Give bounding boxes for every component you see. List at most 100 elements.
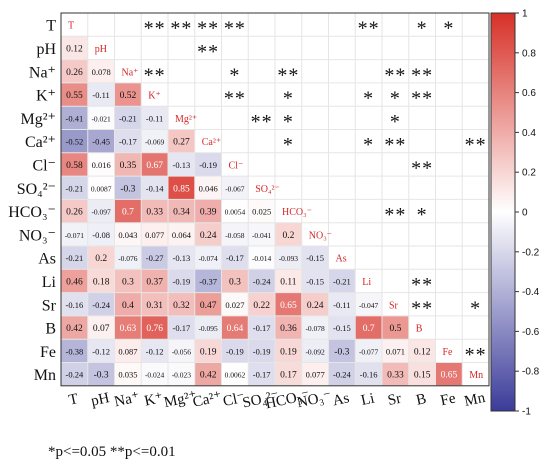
heatmap-cell [408, 82, 436, 107]
heatmap-cell [382, 176, 409, 200]
correlation-value: -0.11 [92, 90, 109, 100]
heatmap-cell [114, 13, 142, 37]
heatmap-cell [61, 106, 88, 130]
correlation-value: -0.45 [92, 137, 110, 147]
significance-mark: * [283, 88, 294, 110]
heatmap-cell [328, 176, 356, 200]
significance-mark: ** [384, 64, 406, 86]
heatmap-cell [248, 59, 275, 83]
heatmap-cell [301, 129, 329, 153]
correlation-value: 0.043 [118, 230, 137, 240]
significance-mark: ** [197, 18, 219, 40]
correlation-value: 0.58 [66, 161, 83, 171]
correlation-value: 0.52 [120, 91, 137, 101]
heatmap-cell [61, 339, 88, 363]
heatmap-cell [114, 246, 142, 270]
correlation-value: -0.15 [333, 323, 351, 333]
colorbar-tick-label: -1 [522, 407, 531, 418]
heatmap-cell [114, 59, 142, 83]
heatmap-cell [382, 292, 409, 316]
diagonal-label: Mg²⁺ [175, 114, 197, 125]
correlation-value: 0.078 [92, 67, 111, 77]
heatmap-cell [328, 246, 356, 270]
correlation-value: -0.14 [146, 183, 164, 193]
heatmap-cell [248, 292, 275, 316]
heatmap-cell [87, 222, 115, 246]
heatmap-cell [141, 292, 168, 316]
heatmap-cell [141, 199, 168, 223]
correlation-value: -0.076 [118, 254, 138, 263]
heatmap-cell [221, 106, 249, 130]
correlation-value: -0.27 [146, 253, 164, 263]
heatmap-cell [194, 315, 222, 340]
heatmap-cell [168, 36, 195, 60]
heatmap-cell [114, 362, 142, 386]
colorbar-tick-label: -0.2 [522, 247, 540, 258]
row-label: SO₄²⁻ [17, 181, 56, 198]
column-label: Cl⁻ [222, 390, 247, 410]
column-label: pH [90, 390, 111, 409]
heatmap-cell [355, 82, 382, 107]
heatmap-cell [462, 292, 489, 316]
correlation-value: 0.64 [227, 324, 244, 334]
significance-marks: ** ** ** ** ** * ***** * ** ** **** * * * **** * ** * ** **… [144, 18, 486, 366]
heatmap-cell [462, 315, 489, 340]
heatmap-cell [221, 59, 249, 83]
heatmap-cell [248, 246, 275, 270]
heatmap-cell [275, 152, 302, 177]
correlation-value: 0.025 [252, 207, 271, 217]
diagonal-labels: TpH Na⁺ K⁺ Mg²⁺ Ca²⁺ Cl⁻ SO₄²⁻ HCO₃⁻ NO₃⁻ As Li Sr B… [68, 21, 483, 381]
heatmap-cell [275, 339, 302, 363]
heatmap-cell [328, 292, 356, 316]
heatmap-cell [141, 129, 168, 153]
row-label: Mn [34, 367, 56, 384]
heatmap-cell [355, 129, 382, 153]
colorbar: 1 0.8 0.6 0.4 0.2 0 -0.2 -0.4 -0.6 -0.8 -1 [490, 9, 540, 418]
heatmap-cell [61, 152, 88, 177]
heatmap-cell [61, 176, 88, 200]
row-label: Mg²⁺ [21, 111, 56, 128]
correlation-value: -0.16 [66, 300, 84, 310]
heatmap-cell [87, 199, 115, 223]
heatmap-cell [87, 106, 115, 130]
heatmap-cell [328, 36, 356, 60]
colorbar-tick-label: 1 [522, 9, 528, 20]
correlation-value: 0.0087 [91, 184, 112, 193]
heatmap-cell [141, 315, 168, 340]
row-label: Li [42, 274, 57, 291]
correlation-value: -0.17 [119, 137, 137, 147]
diagonal-label: Ca²⁺ [202, 137, 221, 148]
correlation-value: 0.3 [229, 277, 241, 287]
heatmap-cell [382, 199, 409, 223]
heatmap-cell [408, 129, 436, 153]
heatmap-cell [141, 82, 168, 107]
correlation-value: -0.077 [359, 347, 379, 356]
correlation-value: -0.38 [66, 346, 84, 356]
correlation-value: 0.17 [280, 371, 297, 381]
correlation-value: 0.0062 [225, 371, 246, 380]
significance-mark: * [417, 18, 428, 40]
heatmap-cell [462, 82, 489, 107]
heatmap-cell [435, 199, 463, 223]
heatmap-cell [168, 82, 195, 107]
correlation-value: -0.08 [92, 230, 110, 240]
heatmap-cell [435, 176, 463, 200]
column-label: Ca²⁺ [191, 389, 223, 411]
heatmap-cell [301, 152, 329, 177]
row-label: pH [36, 41, 56, 58]
correlation-value: 0.26 [66, 68, 83, 78]
heatmap-cell [221, 269, 249, 293]
heatmap-cell [61, 13, 88, 37]
heatmap-cell [221, 339, 249, 363]
heatmap-cell [168, 59, 195, 83]
heatmap-cell [248, 82, 275, 107]
heatmap-cell [435, 106, 463, 130]
heatmap-cell [355, 199, 382, 223]
heatmap-cell [355, 315, 382, 340]
heatmap-cell [462, 362, 489, 386]
significance-mark: ** [224, 88, 246, 110]
significance-mark: * [363, 134, 374, 156]
heatmap-cell [141, 13, 168, 37]
significance-mark: * [390, 111, 401, 133]
correlation-value: -0.15 [306, 276, 324, 286]
